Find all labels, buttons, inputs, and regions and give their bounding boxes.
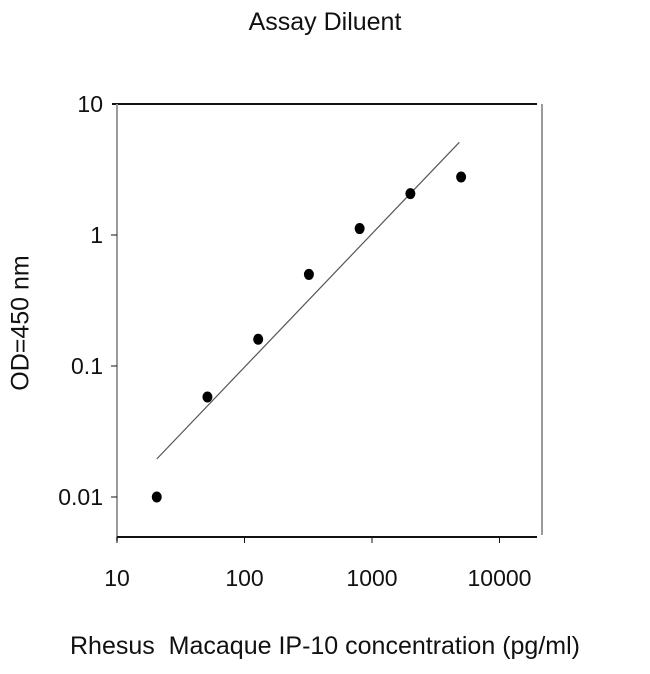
data-point <box>303 268 314 280</box>
chart-title: Assay Diluent <box>248 8 402 36</box>
y-axis-ticks: 0.01 0.1 1 10 <box>58 91 117 510</box>
data-point <box>151 491 162 503</box>
y-tick-label: 0.01 <box>58 484 103 510</box>
data-point <box>456 171 467 183</box>
x-tick-label: 100 <box>225 565 263 591</box>
data-point <box>202 391 213 403</box>
x-tick-label: 10 <box>104 565 130 591</box>
x-axis-label: Rhesus Macaque IP-10 concentration (pg/m… <box>70 632 580 660</box>
plot-frame <box>112 103 543 541</box>
data-point <box>354 223 365 235</box>
x-tick-label: 10000 <box>468 565 532 591</box>
data-point <box>253 333 264 345</box>
data-points <box>151 171 467 503</box>
x-axis-ticks: 10 100 1000 10000 <box>104 537 531 591</box>
y-tick-label: 1 <box>90 222 103 248</box>
y-tick-label: 0.1 <box>71 353 103 379</box>
y-tick-label: 10 <box>77 91 103 117</box>
data-point <box>405 188 416 200</box>
x-tick-label: 1000 <box>346 565 397 591</box>
